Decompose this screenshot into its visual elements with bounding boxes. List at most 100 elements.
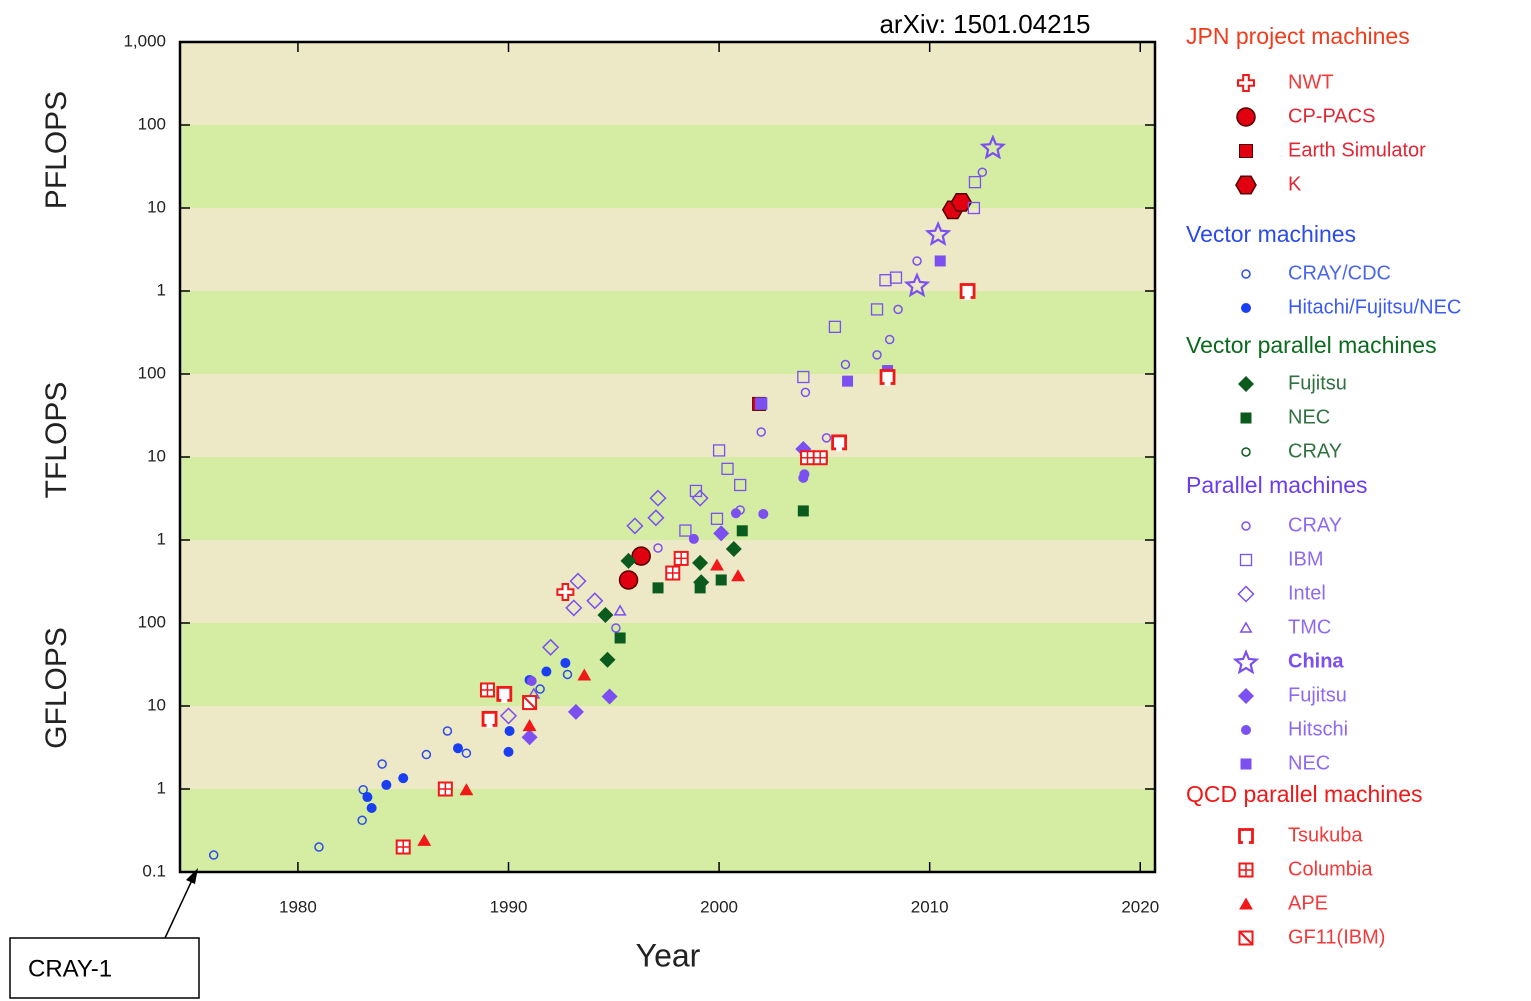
marker xyxy=(665,565,681,581)
marker-shape xyxy=(872,350,882,360)
marker-cross xyxy=(438,782,452,796)
y-tick-label: 10 xyxy=(147,695,166,714)
plot-frame xyxy=(178,40,1157,874)
marker xyxy=(541,666,552,677)
marker-shape xyxy=(692,554,709,571)
marker-shape xyxy=(1241,269,1251,279)
marker xyxy=(1241,521,1251,531)
y-tick-label: 100 xyxy=(138,612,166,631)
marker xyxy=(358,784,368,795)
marker-shape xyxy=(713,525,730,542)
marker-shape xyxy=(649,489,667,507)
marker xyxy=(756,427,766,437)
marker xyxy=(601,688,618,705)
legend-group-title: Parallel machines xyxy=(1186,472,1368,498)
marker xyxy=(694,582,706,594)
x-tick-label: 2010 xyxy=(911,897,949,916)
marker-shape xyxy=(691,489,709,507)
marker-shape xyxy=(889,271,903,284)
marker xyxy=(1239,897,1253,910)
marker-shape xyxy=(521,729,538,746)
marker xyxy=(652,582,664,594)
grid-band xyxy=(180,623,1155,706)
marker xyxy=(959,283,976,300)
legend-label: TMC xyxy=(1288,616,1331,638)
marker xyxy=(710,558,724,571)
grid-band xyxy=(180,706,1155,789)
marker xyxy=(979,134,1007,160)
marker-shape xyxy=(618,570,639,590)
marker-shape xyxy=(1241,725,1251,735)
marker-gap xyxy=(501,696,508,703)
legend-label: Hitschi xyxy=(1288,718,1348,740)
marker xyxy=(924,220,952,246)
marker-cross xyxy=(480,683,494,697)
annotation: CRAY-1 xyxy=(28,955,112,982)
marker xyxy=(442,726,453,736)
marker-shape xyxy=(1239,621,1253,633)
legend-label: IBM xyxy=(1288,548,1324,570)
marker xyxy=(912,256,922,266)
marker-shape xyxy=(710,558,724,571)
marker-shape xyxy=(710,512,724,525)
marker xyxy=(357,815,367,826)
marker xyxy=(1240,758,1252,770)
y-tick-label: 100 xyxy=(138,114,166,133)
marker xyxy=(688,533,699,544)
marker xyxy=(828,320,842,333)
marker xyxy=(362,792,373,803)
marker-shape xyxy=(503,746,514,757)
marker xyxy=(893,304,903,315)
marker xyxy=(649,489,667,507)
marker xyxy=(842,375,854,387)
marker xyxy=(831,434,848,452)
marker xyxy=(565,599,583,617)
marker xyxy=(879,369,896,387)
legend-label: Hitachi/Fujitsu/NEC xyxy=(1288,296,1461,318)
marker xyxy=(560,657,571,668)
marker xyxy=(1238,828,1254,845)
marker-shape xyxy=(562,669,573,680)
legend-label: CP-PACS xyxy=(1288,105,1375,127)
marker xyxy=(736,525,748,537)
marker-shape xyxy=(1238,376,1254,392)
marker xyxy=(872,350,882,360)
legend-label: APE xyxy=(1288,892,1328,914)
marker xyxy=(647,509,665,527)
marker-shape xyxy=(569,572,587,590)
grid-band xyxy=(180,540,1155,623)
marker-diagonal xyxy=(522,695,537,710)
marker-shape xyxy=(731,569,745,582)
y-tick-label: 1,000 xyxy=(123,31,166,50)
marker-shape xyxy=(1239,144,1253,158)
legend-label: CRAY xyxy=(1288,440,1342,462)
marker-shape xyxy=(560,657,571,668)
legend-label: GF11(IBM) xyxy=(1288,926,1385,948)
marker-shape xyxy=(358,784,368,795)
marker xyxy=(840,359,851,370)
legend-group-title: Vector parallel machines xyxy=(1186,332,1437,358)
marker-shape xyxy=(652,582,664,594)
marker xyxy=(381,779,392,790)
marker-shape xyxy=(459,783,474,796)
marker-shape xyxy=(734,478,747,492)
marker-gap xyxy=(884,380,891,387)
marker-shape xyxy=(828,320,842,333)
marker-cross xyxy=(674,551,688,565)
marker xyxy=(797,505,809,517)
legend-label: NWT xyxy=(1288,71,1334,93)
unit-label: PFLOPS xyxy=(40,91,73,209)
marker xyxy=(417,833,432,846)
marker-shape xyxy=(967,201,981,215)
marker-shape xyxy=(797,370,810,384)
marker xyxy=(366,803,377,814)
marker xyxy=(884,334,895,345)
marker-gap xyxy=(486,721,493,728)
marker-shape xyxy=(556,583,575,602)
marker xyxy=(452,743,463,754)
marker-shape xyxy=(903,272,931,298)
marker-shape xyxy=(542,638,560,656)
marker-shape xyxy=(884,334,895,345)
marker-shape xyxy=(314,842,324,852)
marker xyxy=(567,703,584,720)
